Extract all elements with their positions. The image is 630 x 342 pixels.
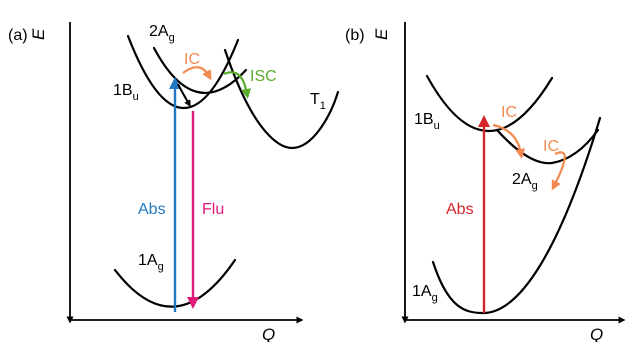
panel-a-isc-arrow [223,71,252,99]
panel-b-s2-curve [495,128,600,165]
panel-b-y-axis-label: E [372,28,391,40]
panel-b-ic-label-2: IC [543,138,559,155]
panel-a: (a) E Q 2Ag 1Bu T1 1Ag IC ISC Abs Flu [8,22,340,342]
panel-a-s2-curve [152,46,248,95]
panel-a-ic-arrow [182,66,212,81]
panel-a-state-2ag: 2Ag [149,23,175,44]
panel-b-axes [405,22,622,320]
panel-b-state-1ag: 1Ag [412,283,438,304]
panel-b-ground-state-curve [431,116,602,315]
panel-a-label: (a) [8,27,28,44]
panel-a-ic-label: IC [184,51,200,68]
panel-b-abs-label: Abs [446,201,474,218]
panel-a-t1-curve [223,48,340,150]
panel-b: (b) E Q 1Bu 2Ag 1Ag IC IC Abs [345,22,622,342]
panel-a-s1-curve [126,34,240,110]
panel-b-state-2ag: 2Ag [512,171,538,192]
panel-b-state-1bu: 1Bu [414,111,440,132]
panel-a-axes [70,22,300,320]
panel-b-ic-arrow-2 [551,151,566,191]
panel-a-abs-label: Abs [138,201,166,218]
panel-a-state-1ag: 1Ag [138,252,164,273]
panel-a-state-1bu: 1Bu [113,82,139,103]
panel-b-x-axis-label: Q [590,325,603,342]
panel-a-x-axis-label: Q [262,325,275,342]
panel-b-ic-arrow-1 [492,123,526,159]
panel-b-label: (b) [345,27,365,44]
panel-a-state-t1: T1 [310,91,326,112]
panel-b-s1-curve [425,74,554,132]
panel-a-relaxation-arrow [177,83,191,108]
panel-a-isc-label: ISC [250,68,277,85]
panel-a-y-axis-label: E [29,28,48,40]
panel-a-flu-label: Flu [202,201,224,218]
panel-b-ic-label-1: IC [501,104,517,121]
